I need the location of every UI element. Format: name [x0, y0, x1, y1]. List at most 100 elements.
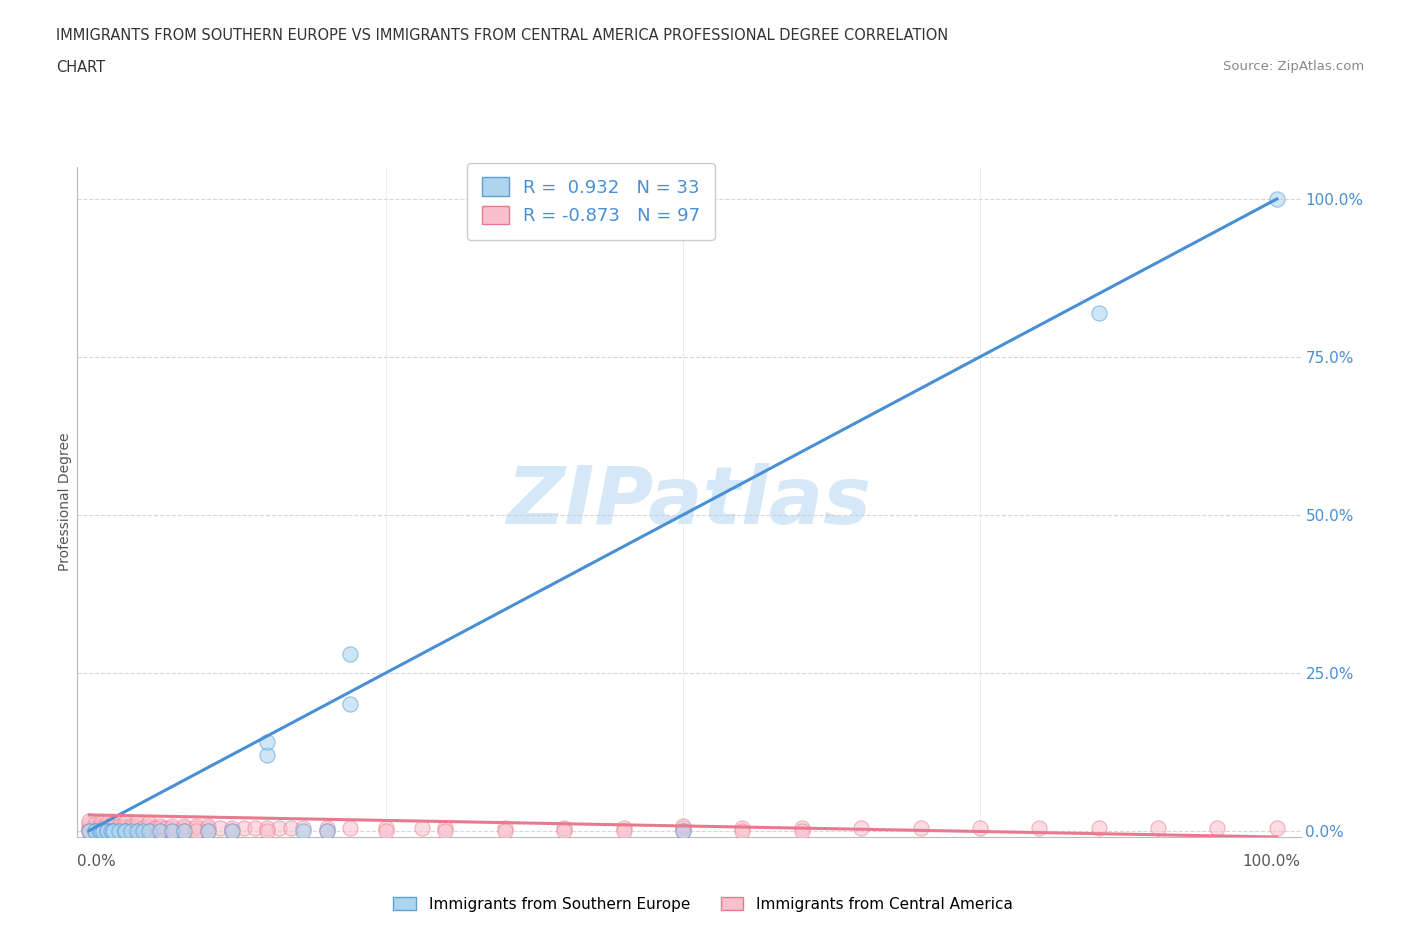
Point [131, 823, 153, 838]
Point [125, 820, 148, 835]
Point [93, 820, 115, 835]
Point [613, 820, 636, 835]
Point [90, 823, 112, 838]
Point [162, 820, 184, 835]
Point [125, 818, 148, 833]
Point [77, 823, 100, 838]
Point [173, 818, 195, 833]
Point [108, 823, 131, 838]
Text: Source: ZipAtlas.com: Source: ZipAtlas.com [1223, 60, 1364, 73]
Point [969, 820, 991, 835]
Point [315, 823, 337, 838]
Point [149, 823, 172, 838]
Point [208, 820, 231, 835]
Point [96, 818, 118, 833]
Point [1206, 820, 1229, 835]
Point [339, 646, 361, 661]
Point [90, 823, 112, 838]
Point [138, 823, 160, 838]
Point [77, 814, 100, 829]
Point [120, 818, 142, 833]
Point [221, 823, 243, 838]
Point [120, 820, 142, 835]
Point [375, 820, 398, 835]
Point [114, 820, 136, 835]
Point [672, 823, 695, 838]
Point [87, 823, 110, 838]
Point [184, 823, 207, 838]
Point [162, 818, 184, 833]
Point [101, 823, 124, 838]
Point [280, 820, 302, 835]
Point [184, 820, 207, 835]
Point [77, 823, 100, 838]
Point [173, 823, 195, 838]
Point [849, 820, 872, 835]
Text: IMMIGRANTS FROM SOUTHERN EUROPE VS IMMIGRANTS FROM CENTRAL AMERICA PROFESSIONAL : IMMIGRANTS FROM SOUTHERN EUROPE VS IMMIG… [56, 28, 949, 43]
Point [184, 818, 207, 833]
Point [84, 823, 107, 838]
Point [731, 820, 754, 835]
Point [173, 823, 195, 838]
Point [114, 816, 136, 830]
Point [494, 820, 516, 835]
Point [162, 823, 184, 838]
Point [149, 820, 172, 835]
Point [108, 818, 131, 833]
Point [197, 823, 219, 838]
Point [162, 823, 184, 838]
Y-axis label: Professional Degree: Professional Degree [58, 433, 72, 571]
Point [315, 820, 337, 835]
Point [613, 823, 636, 838]
Point [77, 823, 100, 838]
Point [315, 823, 337, 838]
Point [149, 823, 172, 838]
Point [96, 820, 118, 835]
Point [197, 818, 219, 833]
Point [790, 823, 813, 838]
Point [672, 823, 695, 838]
Point [100, 823, 122, 838]
Point [411, 820, 433, 835]
Text: 0.0%: 0.0% [77, 854, 117, 869]
Point [101, 816, 124, 830]
Point [197, 820, 219, 835]
Legend: Immigrants from Southern Europe, Immigrants from Central America: Immigrants from Southern Europe, Immigra… [387, 891, 1019, 918]
Point [1265, 820, 1288, 835]
Point [256, 735, 278, 750]
Point [90, 816, 112, 830]
Point [101, 823, 124, 838]
Point [96, 816, 118, 830]
Point [1147, 820, 1170, 835]
Point [101, 818, 124, 833]
Point [143, 820, 166, 835]
Point [256, 748, 278, 763]
Point [101, 823, 124, 838]
Point [90, 823, 112, 838]
Point [434, 820, 457, 835]
Point [375, 823, 398, 838]
Point [149, 818, 172, 833]
Point [138, 820, 160, 835]
Text: 100.0%: 100.0% [1243, 854, 1301, 869]
Point [125, 823, 148, 838]
Point [84, 820, 107, 835]
Point [131, 820, 153, 835]
Point [84, 823, 107, 838]
Point [1265, 192, 1288, 206]
Point [101, 820, 124, 835]
Point [1087, 820, 1109, 835]
Point [84, 823, 107, 838]
Point [108, 823, 131, 838]
Point [77, 820, 100, 835]
Point [197, 823, 219, 838]
Point [114, 818, 136, 833]
Point [138, 816, 160, 830]
Point [114, 823, 136, 838]
Point [291, 820, 314, 835]
Point [1028, 820, 1050, 835]
Point [553, 820, 575, 835]
Text: ZIPatlas: ZIPatlas [506, 463, 872, 541]
Point [138, 818, 160, 833]
Point [269, 820, 291, 835]
